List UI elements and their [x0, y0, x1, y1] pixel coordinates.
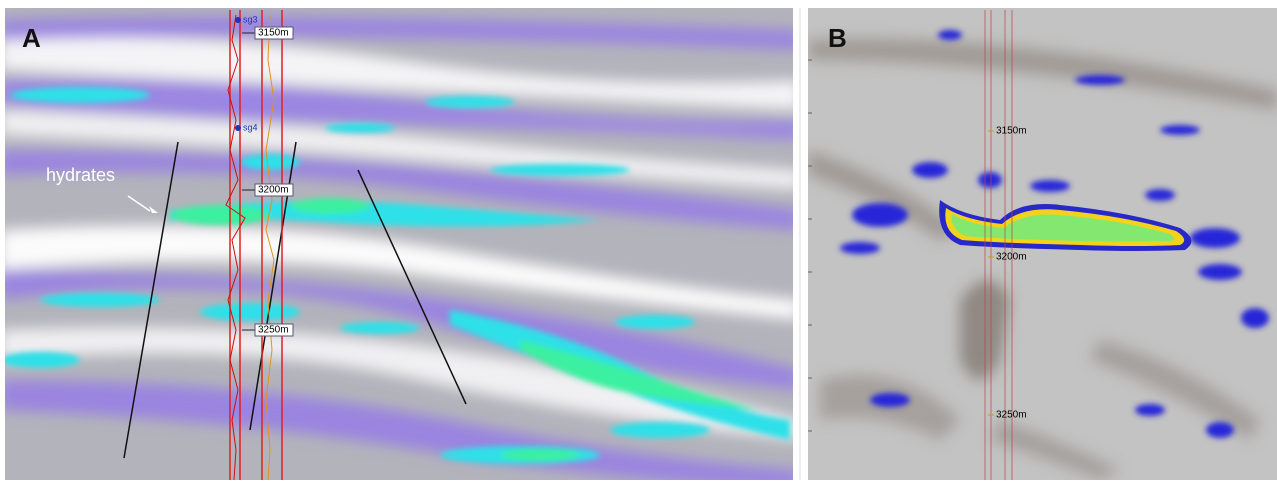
well-label: sg4: [243, 122, 258, 132]
depth-label: 3250m: [996, 410, 1027, 421]
panel-a-image: [5, 8, 793, 480]
depth-label: 3150m: [996, 126, 1027, 137]
depth-label: 3250m: [258, 325, 289, 336]
depth-label: 3150m: [258, 28, 289, 39]
annotation: hydrates: [46, 165, 115, 185]
panel-label: B: [828, 23, 847, 53]
panel-label: A: [22, 23, 41, 53]
well-label: sg3: [243, 14, 258, 24]
depth-label: 3200m: [258, 185, 289, 196]
panel-b-image: [808, 8, 1277, 480]
depth-label: 3200m: [996, 252, 1027, 263]
